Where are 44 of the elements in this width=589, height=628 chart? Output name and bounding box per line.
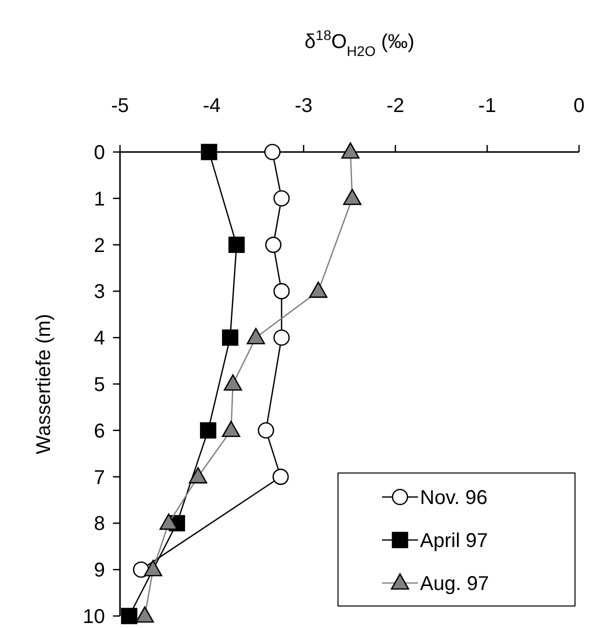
- point: [136, 606, 154, 623]
- point: [273, 283, 290, 300]
- x-tick-label: -2: [386, 95, 404, 117]
- point: [144, 560, 162, 576]
- point: [343, 188, 362, 206]
- point: [228, 236, 245, 253]
- point: [309, 282, 328, 298]
- point: [273, 190, 290, 207]
- point: [200, 144, 218, 160]
- point: [273, 329, 290, 346]
- y-tick-label: 0: [94, 142, 105, 164]
- y-tick-label: 7: [94, 466, 105, 489]
- legend-label: Nov. 96: [420, 487, 488, 509]
- legend-label: Aug. 97: [420, 573, 489, 595]
- point: [258, 422, 274, 439]
- y-tick-label: 3: [94, 281, 105, 304]
- point: [264, 144, 281, 160]
- y-axis-title: Wassertiefe (m): [33, 314, 55, 454]
- x-tick-label: -3: [294, 95, 312, 117]
- point: [222, 329, 238, 346]
- y-tick-label: 6: [94, 420, 105, 442]
- x-tick-label: -4: [202, 95, 221, 117]
- y-tick-label: 9: [94, 560, 105, 582]
- x-axis-title: δ$^{18}$O$_{H2O}$ (‰): [304, 27, 414, 59]
- legend-label: April 97: [420, 530, 488, 552]
- point: [121, 608, 138, 624]
- point: [160, 514, 178, 530]
- x-tick-label: -5: [111, 95, 129, 117]
- y-tick-label: 10: [82, 606, 105, 628]
- x-tick-label: 0: [573, 95, 585, 117]
- point: [246, 328, 266, 344]
- y-tick-label: 2: [94, 234, 105, 257]
- point: [188, 467, 208, 484]
- point: [265, 236, 282, 253]
- point: [200, 422, 216, 439]
- point: [224, 374, 242, 391]
- y-tick-label: 8: [94, 513, 105, 536]
- x-tick-label: -1: [478, 95, 496, 117]
- point: [222, 420, 240, 438]
- y-tick-label: 5: [94, 374, 105, 396]
- point: [272, 468, 289, 485]
- point: [341, 142, 360, 159]
- y-tick-label: 4: [94, 328, 105, 350]
- y-tick-label: 1: [94, 188, 105, 210]
